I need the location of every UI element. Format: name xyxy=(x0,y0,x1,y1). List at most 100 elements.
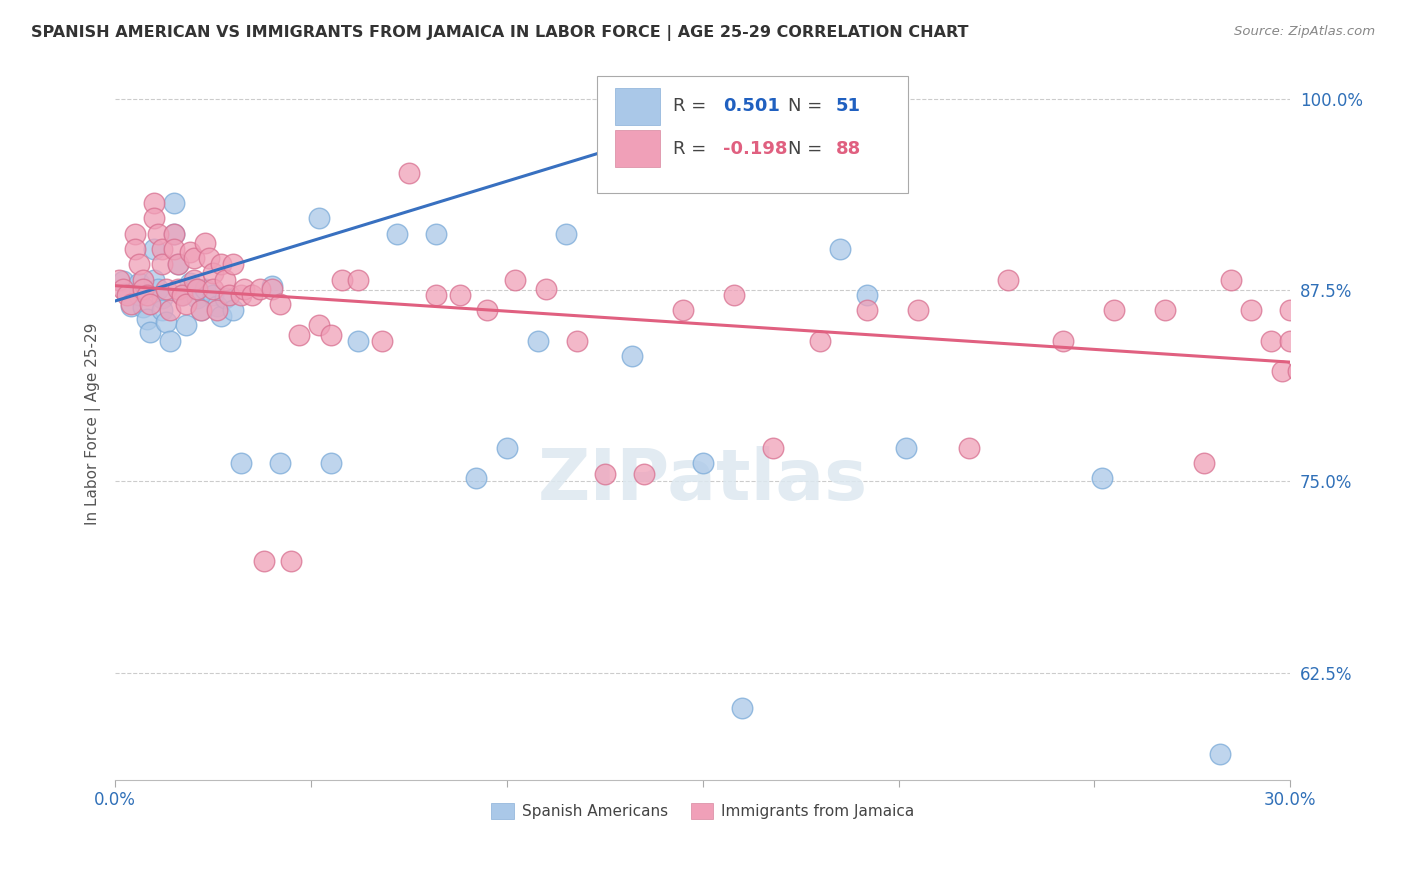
Point xyxy=(828,242,851,256)
Point xyxy=(385,227,408,241)
Point xyxy=(762,441,785,455)
Point xyxy=(330,272,353,286)
Point xyxy=(214,291,236,305)
Point xyxy=(163,242,186,256)
Point xyxy=(163,196,186,211)
Point xyxy=(221,257,243,271)
Point xyxy=(183,282,205,296)
Point xyxy=(1326,456,1348,470)
Point xyxy=(143,272,166,286)
Point xyxy=(221,303,243,318)
Point xyxy=(808,334,831,348)
Point xyxy=(347,334,370,348)
Point xyxy=(856,303,879,318)
Point xyxy=(731,700,754,714)
Point xyxy=(1052,334,1074,348)
Text: ZIPatlas: ZIPatlas xyxy=(537,447,868,516)
Point xyxy=(131,272,153,286)
Point xyxy=(1260,334,1282,348)
Legend: Spanish Americans, Immigrants from Jamaica: Spanish Americans, Immigrants from Jamai… xyxy=(485,797,921,825)
Text: 88: 88 xyxy=(835,140,860,158)
Text: N =: N = xyxy=(789,140,828,158)
Point xyxy=(449,288,471,302)
Point xyxy=(124,227,146,241)
Point xyxy=(233,282,256,296)
Point xyxy=(567,334,589,348)
Point xyxy=(1279,303,1302,318)
Point xyxy=(166,282,188,296)
Point xyxy=(464,471,486,485)
Point xyxy=(554,227,576,241)
Point xyxy=(503,272,526,286)
Point xyxy=(202,288,225,302)
Point xyxy=(370,334,392,348)
Point xyxy=(150,303,173,318)
Point xyxy=(115,288,138,302)
Point xyxy=(249,282,271,296)
Point xyxy=(269,456,291,470)
Point xyxy=(1102,303,1125,318)
Point xyxy=(1286,364,1309,378)
Point xyxy=(194,282,217,296)
Point xyxy=(209,310,232,324)
Point xyxy=(957,441,980,455)
Point xyxy=(128,288,150,302)
Text: SPANISH AMERICAN VS IMMIGRANTS FROM JAMAICA IN LABOR FORCE | AGE 25-29 CORRELATI: SPANISH AMERICAN VS IMMIGRANTS FROM JAMA… xyxy=(31,25,969,41)
Point xyxy=(131,282,153,296)
Text: R =: R = xyxy=(673,97,713,115)
Point xyxy=(139,297,162,311)
Point xyxy=(183,272,205,286)
Point xyxy=(308,318,330,333)
Point xyxy=(534,282,557,296)
Point xyxy=(202,282,225,296)
Point xyxy=(1310,425,1333,440)
Point xyxy=(1279,334,1302,348)
Point xyxy=(319,456,342,470)
Point xyxy=(163,227,186,241)
Point xyxy=(347,272,370,286)
FancyBboxPatch shape xyxy=(614,87,661,125)
Point xyxy=(260,282,283,296)
Point xyxy=(593,467,616,481)
Point xyxy=(139,325,162,339)
Point xyxy=(135,312,157,326)
Point xyxy=(896,441,918,455)
Text: R =: R = xyxy=(673,140,713,158)
Point xyxy=(280,554,302,568)
Point xyxy=(907,303,929,318)
Point xyxy=(159,334,181,348)
Text: Source: ZipAtlas.com: Source: ZipAtlas.com xyxy=(1234,25,1375,38)
Point xyxy=(495,441,517,455)
Point xyxy=(148,227,170,241)
Point xyxy=(120,299,142,313)
Point xyxy=(115,286,138,301)
Point xyxy=(205,299,228,313)
Point xyxy=(269,297,291,311)
Point xyxy=(209,257,232,271)
Point xyxy=(229,456,252,470)
Point xyxy=(150,291,173,305)
Point xyxy=(1376,533,1399,547)
Point xyxy=(288,327,311,342)
Point xyxy=(997,272,1019,286)
Point xyxy=(198,251,221,265)
Point xyxy=(166,257,188,271)
Point xyxy=(155,282,177,296)
Point xyxy=(319,327,342,342)
Point xyxy=(179,245,201,260)
Point xyxy=(128,257,150,271)
Point xyxy=(1365,578,1388,592)
Point xyxy=(1299,395,1322,409)
Point xyxy=(166,257,188,271)
Point xyxy=(155,315,177,329)
Point xyxy=(778,89,800,103)
Point xyxy=(398,165,420,179)
Point xyxy=(124,242,146,256)
Point xyxy=(218,288,240,302)
Point xyxy=(143,242,166,256)
Point xyxy=(163,227,186,241)
FancyBboxPatch shape xyxy=(598,76,908,193)
Point xyxy=(148,282,170,296)
Point xyxy=(194,235,217,250)
Point xyxy=(1350,517,1372,532)
